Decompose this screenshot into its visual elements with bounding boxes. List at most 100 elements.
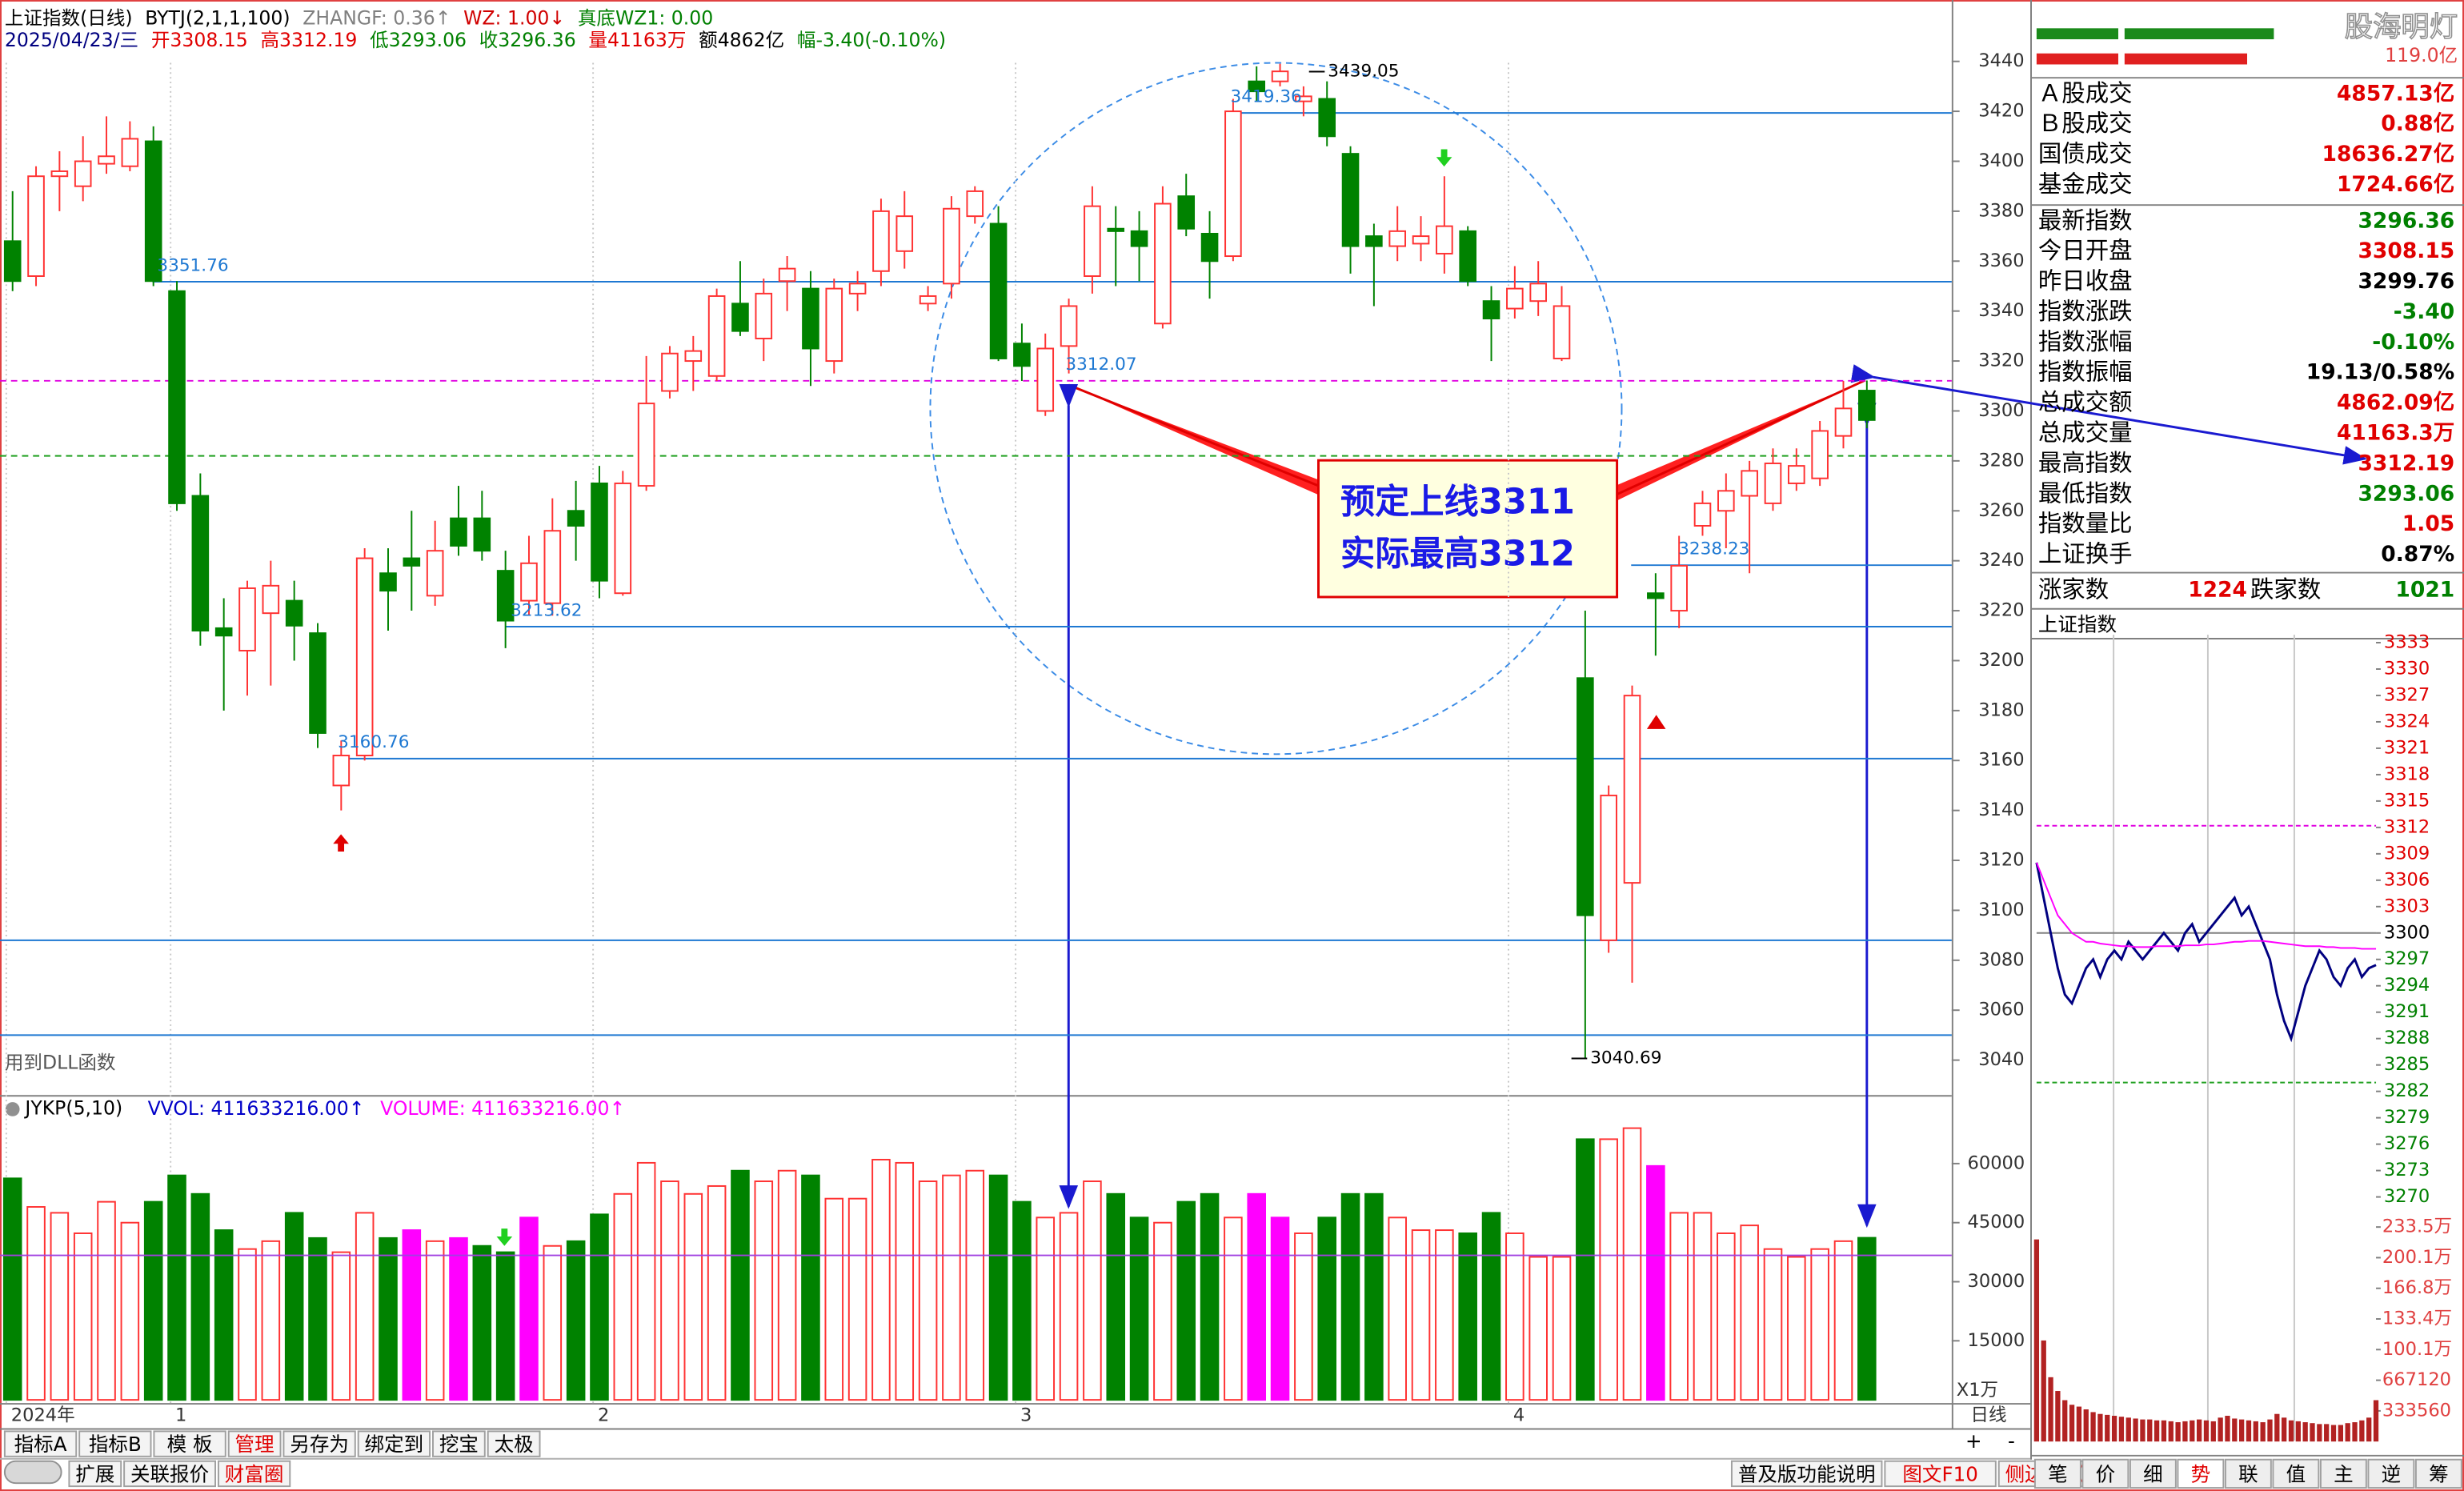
volume-bar [895, 1161, 915, 1401]
tab-button[interactable] [153, 1430, 226, 1457]
ratio-bar [2124, 28, 2274, 40]
volume-bar [1669, 1212, 1689, 1401]
volume-bar [1200, 1192, 1220, 1401]
candle-body [332, 755, 351, 787]
y-tick-label: 3240 [1978, 550, 2024, 571]
tab-label[interactable]: 指标A [14, 1433, 67, 1456]
stat-label: 涨家数 [2038, 576, 2109, 603]
y-tick-label: 3303 [2384, 896, 2430, 916]
y-tick-label: 3279 [2384, 1107, 2430, 1128]
tab-label[interactable]: 挖宝 [439, 1433, 479, 1456]
candle-body [1271, 70, 1289, 82]
candle-body [1060, 305, 1078, 347]
tab-button[interactable] [432, 1430, 486, 1457]
view-tab[interactable] [2414, 1458, 2462, 1489]
toggle[interactable] [3, 1460, 62, 1485]
candle-body [309, 632, 327, 734]
tab-label[interactable]: 扩展 [75, 1462, 114, 1485]
y-tick-label: 3297 [2384, 948, 2430, 969]
intraday-volume [2168, 1421, 2174, 1442]
view-tab-label[interactable]: 主 [2334, 1462, 2354, 1485]
volume-bar [801, 1174, 820, 1401]
intraday-volume [2317, 1424, 2322, 1442]
view-tab[interactable] [2272, 1458, 2320, 1489]
tab-button[interactable] [123, 1460, 217, 1488]
view-tab-label[interactable]: 笔 [2048, 1462, 2068, 1485]
intraday-volume [2190, 1420, 2195, 1442]
tab-button[interactable] [282, 1430, 356, 1457]
volume-bar [1833, 1240, 1853, 1401]
view-tab[interactable] [2367, 1458, 2415, 1489]
y-tick-label: 3140 [1978, 800, 2024, 820]
zoom-button[interactable]: + [1965, 1429, 1982, 1453]
header-item: ZHANGF: 0.36↑ [302, 6, 451, 29]
view-tab-label[interactable]: 细 [2143, 1462, 2163, 1485]
price-label: 3213.62 [511, 600, 582, 620]
tab-label[interactable]: 财富圈 [225, 1462, 284, 1485]
intraday-volume [2330, 1425, 2337, 1442]
view-tab-label[interactable]: 联 [2238, 1462, 2258, 1485]
candle-body [966, 190, 984, 218]
y-tick-label: 3040 [1978, 1049, 2024, 1070]
intraday-volume [2105, 1414, 2110, 1442]
ratio-bar [2036, 53, 2118, 65]
tab-button[interactable] [217, 1460, 291, 1488]
candle-body [74, 160, 92, 187]
tab-button[interactable] [357, 1430, 431, 1457]
intraday-volume [2147, 1419, 2153, 1442]
volume-bar [1364, 1192, 1384, 1401]
tab-button[interactable] [3, 1430, 78, 1457]
view-tab[interactable] [2224, 1458, 2272, 1489]
intraday-volume [2062, 1400, 2068, 1442]
tab-label[interactable]: 太极 [495, 1433, 534, 1456]
volume-bar [590, 1213, 609, 1401]
volume-bar [1763, 1248, 1783, 1401]
legend-item: VVOL: 411633216.00↑ [148, 1096, 365, 1119]
view-tab[interactable] [2319, 1458, 2367, 1489]
tab-label[interactable]: 绑定到 [365, 1433, 424, 1456]
tab-label[interactable]: 模 板 [167, 1433, 213, 1456]
view-tab[interactable] [2177, 1458, 2225, 1489]
tab-button[interactable] [1884, 1460, 1997, 1488]
header-item: 高3312.19 [260, 29, 357, 51]
view-tab-label[interactable]: 筹 [2429, 1462, 2449, 1485]
view-tab-label[interactable]: 势 [2191, 1462, 2211, 1485]
header-line1: 上证指数(日线) BYTJ(2,1,1,100) ZHANGF: 0.36↑ WZ: … [5, 6, 713, 29]
tab-button[interactable] [487, 1430, 541, 1457]
tab-button[interactable] [1730, 1460, 1883, 1488]
zoom-button[interactable]: - [2008, 1429, 2015, 1453]
stat-value: 3293.06 [2358, 481, 2454, 506]
y-tick-label: 133.4万 [2382, 1309, 2452, 1329]
tab-label[interactable]: 管理 [235, 1433, 274, 1456]
tab-button[interactable] [78, 1430, 152, 1457]
volume-bar [683, 1192, 703, 1401]
view-tab-label[interactable]: 价 [2096, 1462, 2116, 1485]
candle-body [1482, 300, 1500, 320]
view-tab[interactable] [2129, 1458, 2177, 1489]
tab-label[interactable]: 另存为 [290, 1433, 349, 1456]
stat-label: 总成交量 [2038, 419, 2133, 447]
stat-value: 18636.27亿 [2322, 142, 2455, 166]
intraday-volume [2260, 1422, 2266, 1442]
tab-label[interactable]: 关联报价 [130, 1462, 209, 1485]
intraday-volume [2253, 1421, 2258, 1442]
tab-label[interactable]: 图文F10 [1902, 1462, 1977, 1485]
tab-button[interactable] [68, 1460, 122, 1488]
view-tab-label[interactable]: 值 [2286, 1462, 2306, 1485]
candle-body [1577, 677, 1594, 916]
tab-button[interactable] [227, 1430, 282, 1457]
view-tab-label[interactable]: 逆 [2382, 1462, 2402, 1485]
y-tick-label: 3180 [1978, 699, 2024, 720]
view-tab[interactable] [2081, 1458, 2129, 1489]
tab-label[interactable]: 普及版功能说明 [1738, 1462, 1876, 1485]
y-tick-label: 200.1万 [2382, 1247, 2452, 1268]
legend-item: VOLUME: 411633216.00↑ [380, 1096, 625, 1119]
volume-bar [1576, 1138, 1595, 1401]
period-label: 日线 [1970, 1405, 2006, 1425]
volume-bar [120, 1221, 140, 1401]
tab-label[interactable]: 指标B [89, 1433, 142, 1456]
view-tab[interactable] [2033, 1458, 2081, 1489]
